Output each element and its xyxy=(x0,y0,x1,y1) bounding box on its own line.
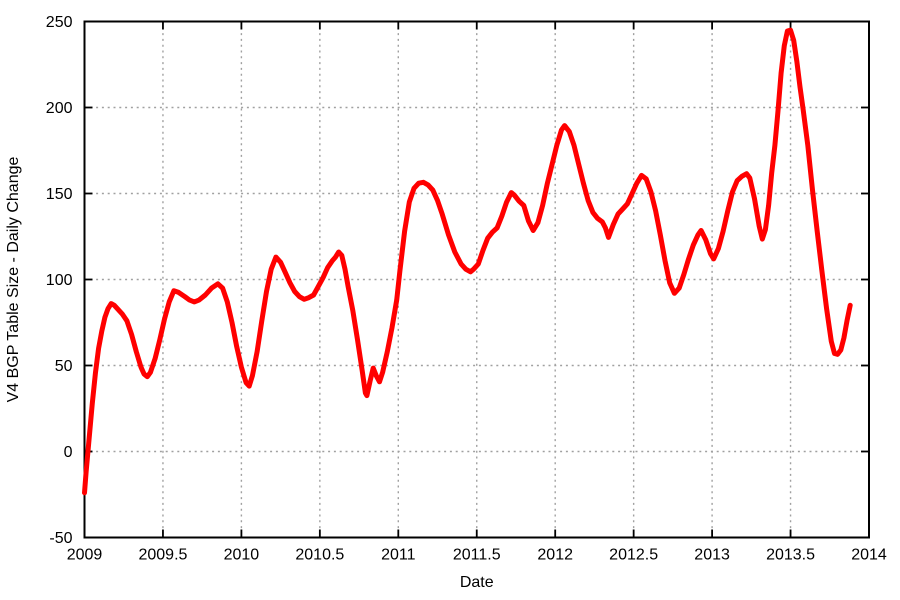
grid-lines xyxy=(84,21,869,538)
y-tick-label: 250 xyxy=(46,14,73,31)
x-tick-label: 2010 xyxy=(224,547,260,564)
x-tick-label: 2011.5 xyxy=(453,547,501,564)
data-series xyxy=(82,27,853,496)
x-tick-label: 2014 xyxy=(851,547,887,564)
plot-border xyxy=(83,20,870,539)
y-tick-label: -50 xyxy=(49,530,72,547)
x-tick-label: 2013 xyxy=(694,547,730,564)
x-tick-label: 2009 xyxy=(67,547,103,564)
axis-labels: Date V4 BGP Table Size - Daily Change xyxy=(5,157,494,591)
x-tick-label: 2012.5 xyxy=(609,547,658,564)
y-axis-title: V4 BGP Table Size - Daily Change xyxy=(5,157,22,403)
x-tick-label: 2009.5 xyxy=(138,547,187,564)
plot-frame xyxy=(83,20,870,539)
tick-labels: 2009 2009.5 2010 2010.5 2011 2011.5 2012 2012.5… xyxy=(46,14,887,564)
y-tick-label: 150 xyxy=(46,186,73,203)
x-tick-label: 2011 xyxy=(381,547,416,564)
x-tick-label: 2010.5 xyxy=(295,547,344,564)
y-tick-label: 100 xyxy=(46,272,73,289)
y-tick-label: 200 xyxy=(46,100,73,117)
x-axis-title: Date xyxy=(460,574,494,591)
x-tick-label: 2012 xyxy=(537,547,573,564)
series-line-v4-bgp-daily-change xyxy=(82,27,853,496)
y-tick-label: 50 xyxy=(55,358,73,375)
y-tick-label: 0 xyxy=(64,444,73,461)
x-tick-label: 2013.5 xyxy=(766,547,815,564)
